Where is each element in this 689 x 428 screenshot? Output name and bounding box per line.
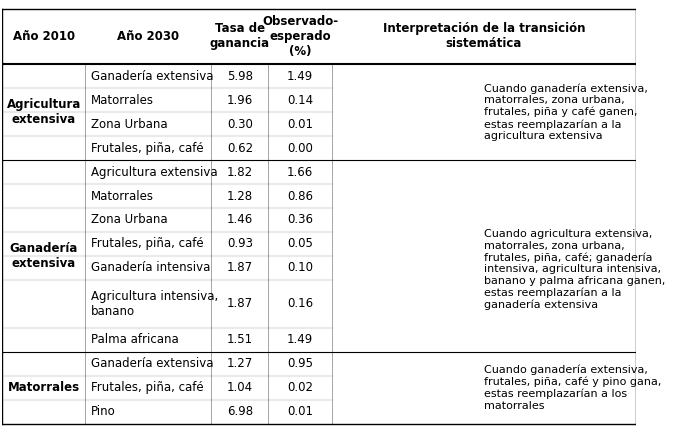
Text: 1.66: 1.66 bbox=[287, 166, 313, 178]
Text: Palma africana: Palma africana bbox=[91, 333, 179, 346]
Text: 1.51: 1.51 bbox=[227, 333, 253, 346]
Text: Ganadería extensiva: Ganadería extensiva bbox=[91, 357, 214, 370]
Text: 1.96: 1.96 bbox=[227, 94, 253, 107]
Text: 0.16: 0.16 bbox=[287, 297, 313, 310]
Text: 0.93: 0.93 bbox=[227, 238, 253, 250]
Text: 1.27: 1.27 bbox=[227, 357, 253, 370]
Text: Observado-
esperado
(%): Observado- esperado (%) bbox=[262, 15, 338, 58]
Text: Interpretación de la transición
sistemática: Interpretación de la transición sistemát… bbox=[382, 22, 585, 51]
Text: 0.02: 0.02 bbox=[287, 381, 313, 394]
Text: 1.04: 1.04 bbox=[227, 381, 253, 394]
Text: Matorrales: Matorrales bbox=[8, 381, 80, 394]
Text: 1.46: 1.46 bbox=[227, 214, 253, 226]
Text: Matorrales: Matorrales bbox=[91, 190, 154, 202]
Text: 1.87: 1.87 bbox=[227, 297, 253, 310]
Text: 0.10: 0.10 bbox=[287, 262, 313, 274]
Text: 1.87: 1.87 bbox=[227, 262, 253, 274]
Text: Matorrales: Matorrales bbox=[91, 94, 154, 107]
Text: Año 2010: Año 2010 bbox=[12, 30, 74, 43]
Text: Tasa de
ganancia: Tasa de ganancia bbox=[210, 22, 270, 51]
Text: 0.62: 0.62 bbox=[227, 142, 253, 155]
Text: Año 2030: Año 2030 bbox=[117, 30, 179, 43]
Text: Frutales, piña, café: Frutales, piña, café bbox=[91, 238, 204, 250]
Text: 0.05: 0.05 bbox=[287, 238, 313, 250]
Text: 6.98: 6.98 bbox=[227, 405, 253, 418]
Text: 0.01: 0.01 bbox=[287, 118, 313, 131]
Text: 0.30: 0.30 bbox=[227, 118, 253, 131]
Text: 1.28: 1.28 bbox=[227, 190, 253, 202]
Text: Zona Urbana: Zona Urbana bbox=[91, 214, 167, 226]
Text: Cuando agricultura extensiva,
matorrales, zona urbana,
frutales, piña, café; gan: Cuando agricultura extensiva, matorrales… bbox=[484, 229, 665, 310]
Text: Agricultura intensiva,
banano: Agricultura intensiva, banano bbox=[91, 290, 218, 318]
Text: 0.01: 0.01 bbox=[287, 405, 313, 418]
Text: Frutales, piña, café: Frutales, piña, café bbox=[91, 142, 204, 155]
Text: 1.82: 1.82 bbox=[227, 166, 253, 178]
Text: Pino: Pino bbox=[91, 405, 116, 418]
Text: Ganadería intensiva: Ganadería intensiva bbox=[91, 262, 211, 274]
Text: 0.14: 0.14 bbox=[287, 94, 313, 107]
Text: Agricultura extensiva: Agricultura extensiva bbox=[91, 166, 218, 178]
Text: Ganadería
extensiva: Ganadería extensiva bbox=[10, 242, 78, 270]
Text: 5.98: 5.98 bbox=[227, 70, 253, 83]
Text: 0.00: 0.00 bbox=[287, 142, 313, 155]
Text: Zona Urbana: Zona Urbana bbox=[91, 118, 167, 131]
Text: Agricultura
extensiva: Agricultura extensiva bbox=[6, 98, 81, 126]
Text: Cuando ganadería extensiva,
matorrales, zona urbana,
frutales, piña y café ganen: Cuando ganadería extensiva, matorrales, … bbox=[484, 83, 648, 141]
Text: 1.49: 1.49 bbox=[287, 333, 313, 346]
Text: 0.36: 0.36 bbox=[287, 214, 313, 226]
Text: 0.86: 0.86 bbox=[287, 190, 313, 202]
Text: 0.95: 0.95 bbox=[287, 357, 313, 370]
Text: Frutales, piña, café: Frutales, piña, café bbox=[91, 381, 204, 394]
Text: 1.49: 1.49 bbox=[287, 70, 313, 83]
Text: Ganadería extensiva: Ganadería extensiva bbox=[91, 70, 214, 83]
Text: Cuando ganadería extensiva,
frutales, piña, café y pino gana,
estas reemplazaría: Cuando ganadería extensiva, frutales, pi… bbox=[484, 365, 661, 411]
